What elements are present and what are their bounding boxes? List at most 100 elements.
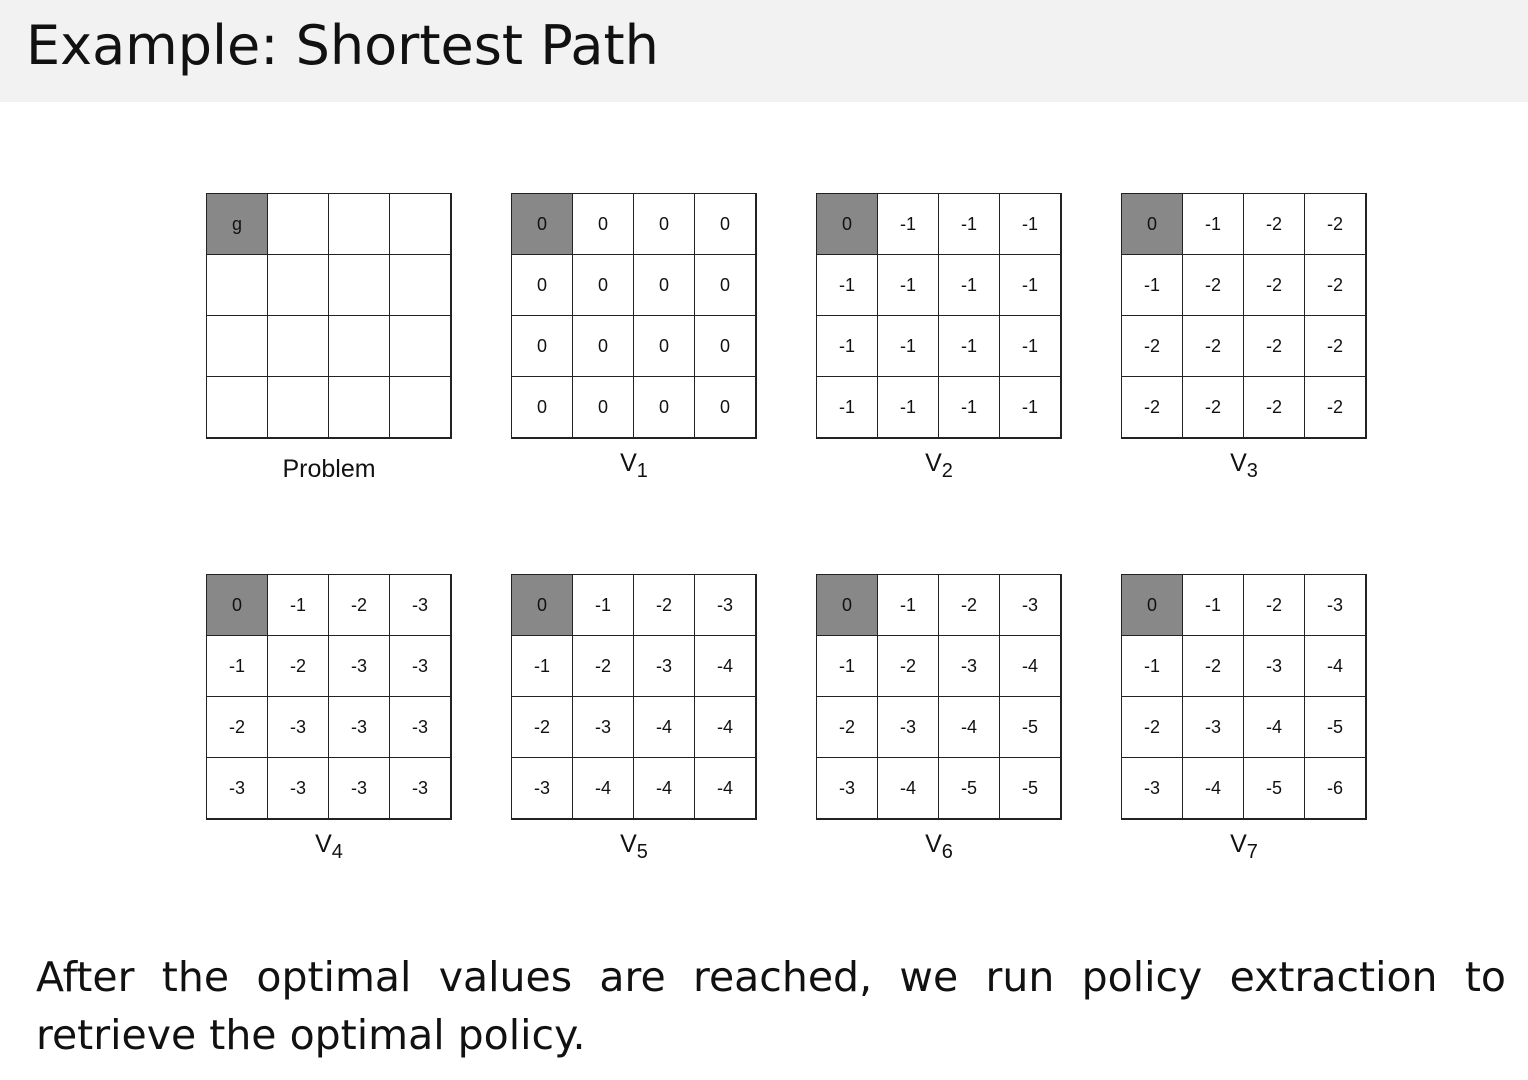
grid-cell: -2 — [1182, 254, 1244, 316]
goal-cell: 0 — [511, 574, 573, 636]
gridworld: 0 -1 -2 -3 -1 -2 -3 -4 -2 -3 -4 -4 -3 -4 -4 -4 — [511, 574, 757, 820]
grid-cell: -1 — [877, 574, 939, 636]
grid-cell: -1 — [816, 635, 878, 697]
grid-cell — [389, 315, 451, 377]
grid-cell — [267, 254, 329, 316]
grid-label-text: V — [1230, 449, 1247, 477]
grid-cell: -2 — [1304, 315, 1366, 377]
grid-cell: 0 — [572, 254, 634, 316]
grid-label-text: Problem — [282, 455, 376, 483]
grid-cell: 0 — [572, 376, 634, 438]
grid-cell: -2 — [1304, 254, 1366, 316]
grid-cell: -4 — [633, 696, 695, 758]
grid-cell: -5 — [1304, 696, 1366, 758]
grid-cell: -1 — [877, 193, 939, 255]
grid-cell: -3 — [328, 757, 390, 819]
grid-cell: -1 — [938, 315, 1000, 377]
grid-cell: -3 — [1243, 635, 1305, 697]
grid-cell: 0 — [511, 315, 573, 377]
grid-cell: -1 — [1182, 193, 1244, 255]
grid-cell — [267, 193, 329, 255]
grid-cell: -3 — [877, 696, 939, 758]
grid-cell: -2 — [877, 635, 939, 697]
slide-title: Example: Shortest Path — [26, 14, 659, 77]
grid-cell: -5 — [999, 696, 1061, 758]
grid-cell: -2 — [633, 574, 695, 636]
grid-cell: -1 — [999, 376, 1061, 438]
grid-cell: -1 — [572, 574, 634, 636]
grid-label-text: V — [925, 449, 942, 477]
grid-cell — [389, 193, 451, 255]
grid-label-text: V — [620, 830, 637, 858]
grid-cell — [206, 376, 268, 438]
goal-cell: 0 — [816, 574, 878, 636]
grid-cell: -4 — [694, 696, 756, 758]
grid-cell: -3 — [1182, 696, 1244, 758]
grid-cell: -1 — [206, 635, 268, 697]
goal-cell: 0 — [816, 193, 878, 255]
grid-cell: -2 — [1182, 635, 1244, 697]
gridworld: 0 -1 -1 -1 -1 -1 -1 -1 -1 -1 -1 -1 -1 -1 -1 -1 — [816, 193, 1062, 439]
grid-cell: -3 — [389, 574, 451, 636]
gridworld: 0 -1 -2 -3 -1 -2 -3 -4 -2 -3 -4 -5 -3 -4 -5 -5 — [816, 574, 1062, 820]
grid-label: V3 — [1121, 449, 1367, 483]
grid-cell: -3 — [328, 635, 390, 697]
grid-cell: -4 — [572, 757, 634, 819]
grid-panel-v6: 0 -1 -2 -3 -1 -2 -3 -4 -2 -3 -4 -5 -3 -4 -5 -5 V6 — [816, 574, 1062, 863]
grid-cell: -3 — [1304, 574, 1366, 636]
grid-label-subscript: 2 — [941, 460, 953, 482]
grid-cell: -1 — [999, 254, 1061, 316]
grid-cell: 0 — [511, 376, 573, 438]
slide-header: Example: Shortest Path — [0, 0, 1528, 102]
grid-cell: -1 — [938, 376, 1000, 438]
grid-cell: -4 — [1304, 635, 1366, 697]
grid-cell: -1 — [999, 193, 1061, 255]
gridworld: g — [206, 193, 452, 439]
grid-cell: -3 — [267, 757, 329, 819]
grid-cell: -2 — [267, 635, 329, 697]
grid-cell: -2 — [1243, 254, 1305, 316]
goal-cell: 0 — [511, 193, 573, 255]
goal-cell: g — [206, 193, 268, 255]
grid-cell: -1 — [267, 574, 329, 636]
grid-cell: -3 — [389, 635, 451, 697]
grid-cell: -4 — [1243, 696, 1305, 758]
grid-cell: 0 — [694, 315, 756, 377]
grid-cell: -3 — [328, 696, 390, 758]
grid-cell: 0 — [694, 376, 756, 438]
grid-label-text: V — [620, 449, 637, 477]
grid-label-subscript: 5 — [636, 841, 648, 863]
grid-cell: -5 — [1243, 757, 1305, 819]
grid-cell: 0 — [694, 254, 756, 316]
grid-cell: 0 — [572, 193, 634, 255]
grid-cell — [389, 254, 451, 316]
grid-cell: 0 — [633, 254, 695, 316]
grid-label: V6 — [816, 830, 1062, 864]
grid-cell: -3 — [511, 757, 573, 819]
grid-cell: 0 — [633, 376, 695, 438]
grid-cell: -4 — [877, 757, 939, 819]
grid-cell: -2 — [1243, 376, 1305, 438]
grid-cell: 0 — [633, 193, 695, 255]
grid-cell: -1 — [816, 315, 878, 377]
grid-cell: -3 — [694, 574, 756, 636]
grid-cell: -4 — [1182, 757, 1244, 819]
grid-cell — [206, 315, 268, 377]
grid-label-subscript: 3 — [1246, 460, 1258, 482]
grid-cell: 0 — [572, 315, 634, 377]
grid-cell: -4 — [694, 757, 756, 819]
grid-cell: -2 — [938, 574, 1000, 636]
grid-cell — [389, 376, 451, 438]
goal-cell: 0 — [1121, 193, 1183, 255]
grid-panel-v5: 0 -1 -2 -3 -1 -2 -3 -4 -2 -3 -4 -4 -3 -4 -4 -4 V5 — [511, 574, 757, 863]
grid-label-text: V — [925, 830, 942, 858]
grid-cell: -2 — [206, 696, 268, 758]
grid-cell: -2 — [1182, 315, 1244, 377]
grid-cell: -2 — [1121, 376, 1183, 438]
grid-cell: -2 — [1243, 193, 1305, 255]
grid-label: V4 — [206, 830, 452, 864]
grid-cell: -2 — [511, 696, 573, 758]
grid-label: Problem — [206, 455, 452, 484]
grid-label: V1 — [511, 449, 757, 483]
grid-cell: -3 — [938, 635, 1000, 697]
